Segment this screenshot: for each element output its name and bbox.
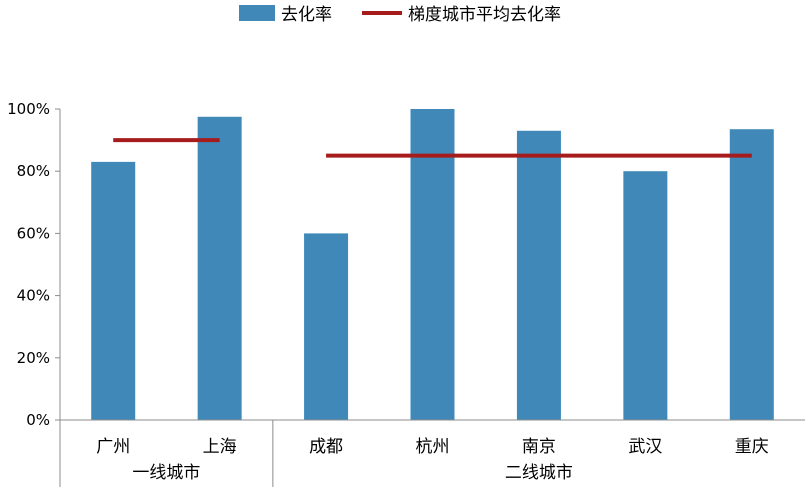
x-tick-label: 成都	[309, 437, 343, 457]
group-labels: 一线城市 二线城市	[132, 463, 573, 483]
x-tick-label: 武汉	[628, 437, 662, 457]
group-label: 二线城市	[505, 463, 573, 483]
bar-上海	[197, 116, 242, 421]
bar-广州	[91, 161, 136, 420]
legend-swatch-bar	[239, 5, 275, 21]
y-tick-label: 60%	[17, 224, 50, 242]
y-tick-label: 80%	[17, 162, 50, 180]
bar-南京	[516, 130, 561, 420]
x-tick-label: 上海	[203, 437, 237, 457]
y-axis-ticks: 0% 20% 40% 60% 80% 100%	[7, 100, 60, 429]
average-lines	[113, 138, 752, 158]
x-tick-label: 重庆	[735, 437, 769, 457]
bar-成都	[304, 233, 349, 420]
bar-武汉	[623, 171, 668, 420]
bar-重庆	[729, 129, 774, 420]
group-label: 一线城市	[132, 463, 200, 483]
y-tick-label: 40%	[17, 287, 50, 305]
y-tick-label: 100%	[7, 100, 50, 118]
bars	[91, 109, 774, 421]
x-tick-label: 南京	[522, 437, 556, 457]
axes	[59, 109, 805, 487]
legend: 去化率 梯度城市平均去化率	[239, 5, 561, 25]
legend-label-bar: 去化率	[281, 5, 332, 25]
bar-杭州	[410, 109, 455, 420]
x-tick-label: 杭州	[416, 437, 450, 457]
category-labels: 广州 上海 成都 杭州 南京 武汉 重庆	[96, 437, 769, 457]
x-tick-label: 广州	[96, 437, 130, 457]
legend-label-line: 梯度城市平均去化率	[408, 5, 561, 25]
y-tick-label: 0%	[26, 411, 50, 429]
y-tick-label: 20%	[17, 349, 50, 367]
